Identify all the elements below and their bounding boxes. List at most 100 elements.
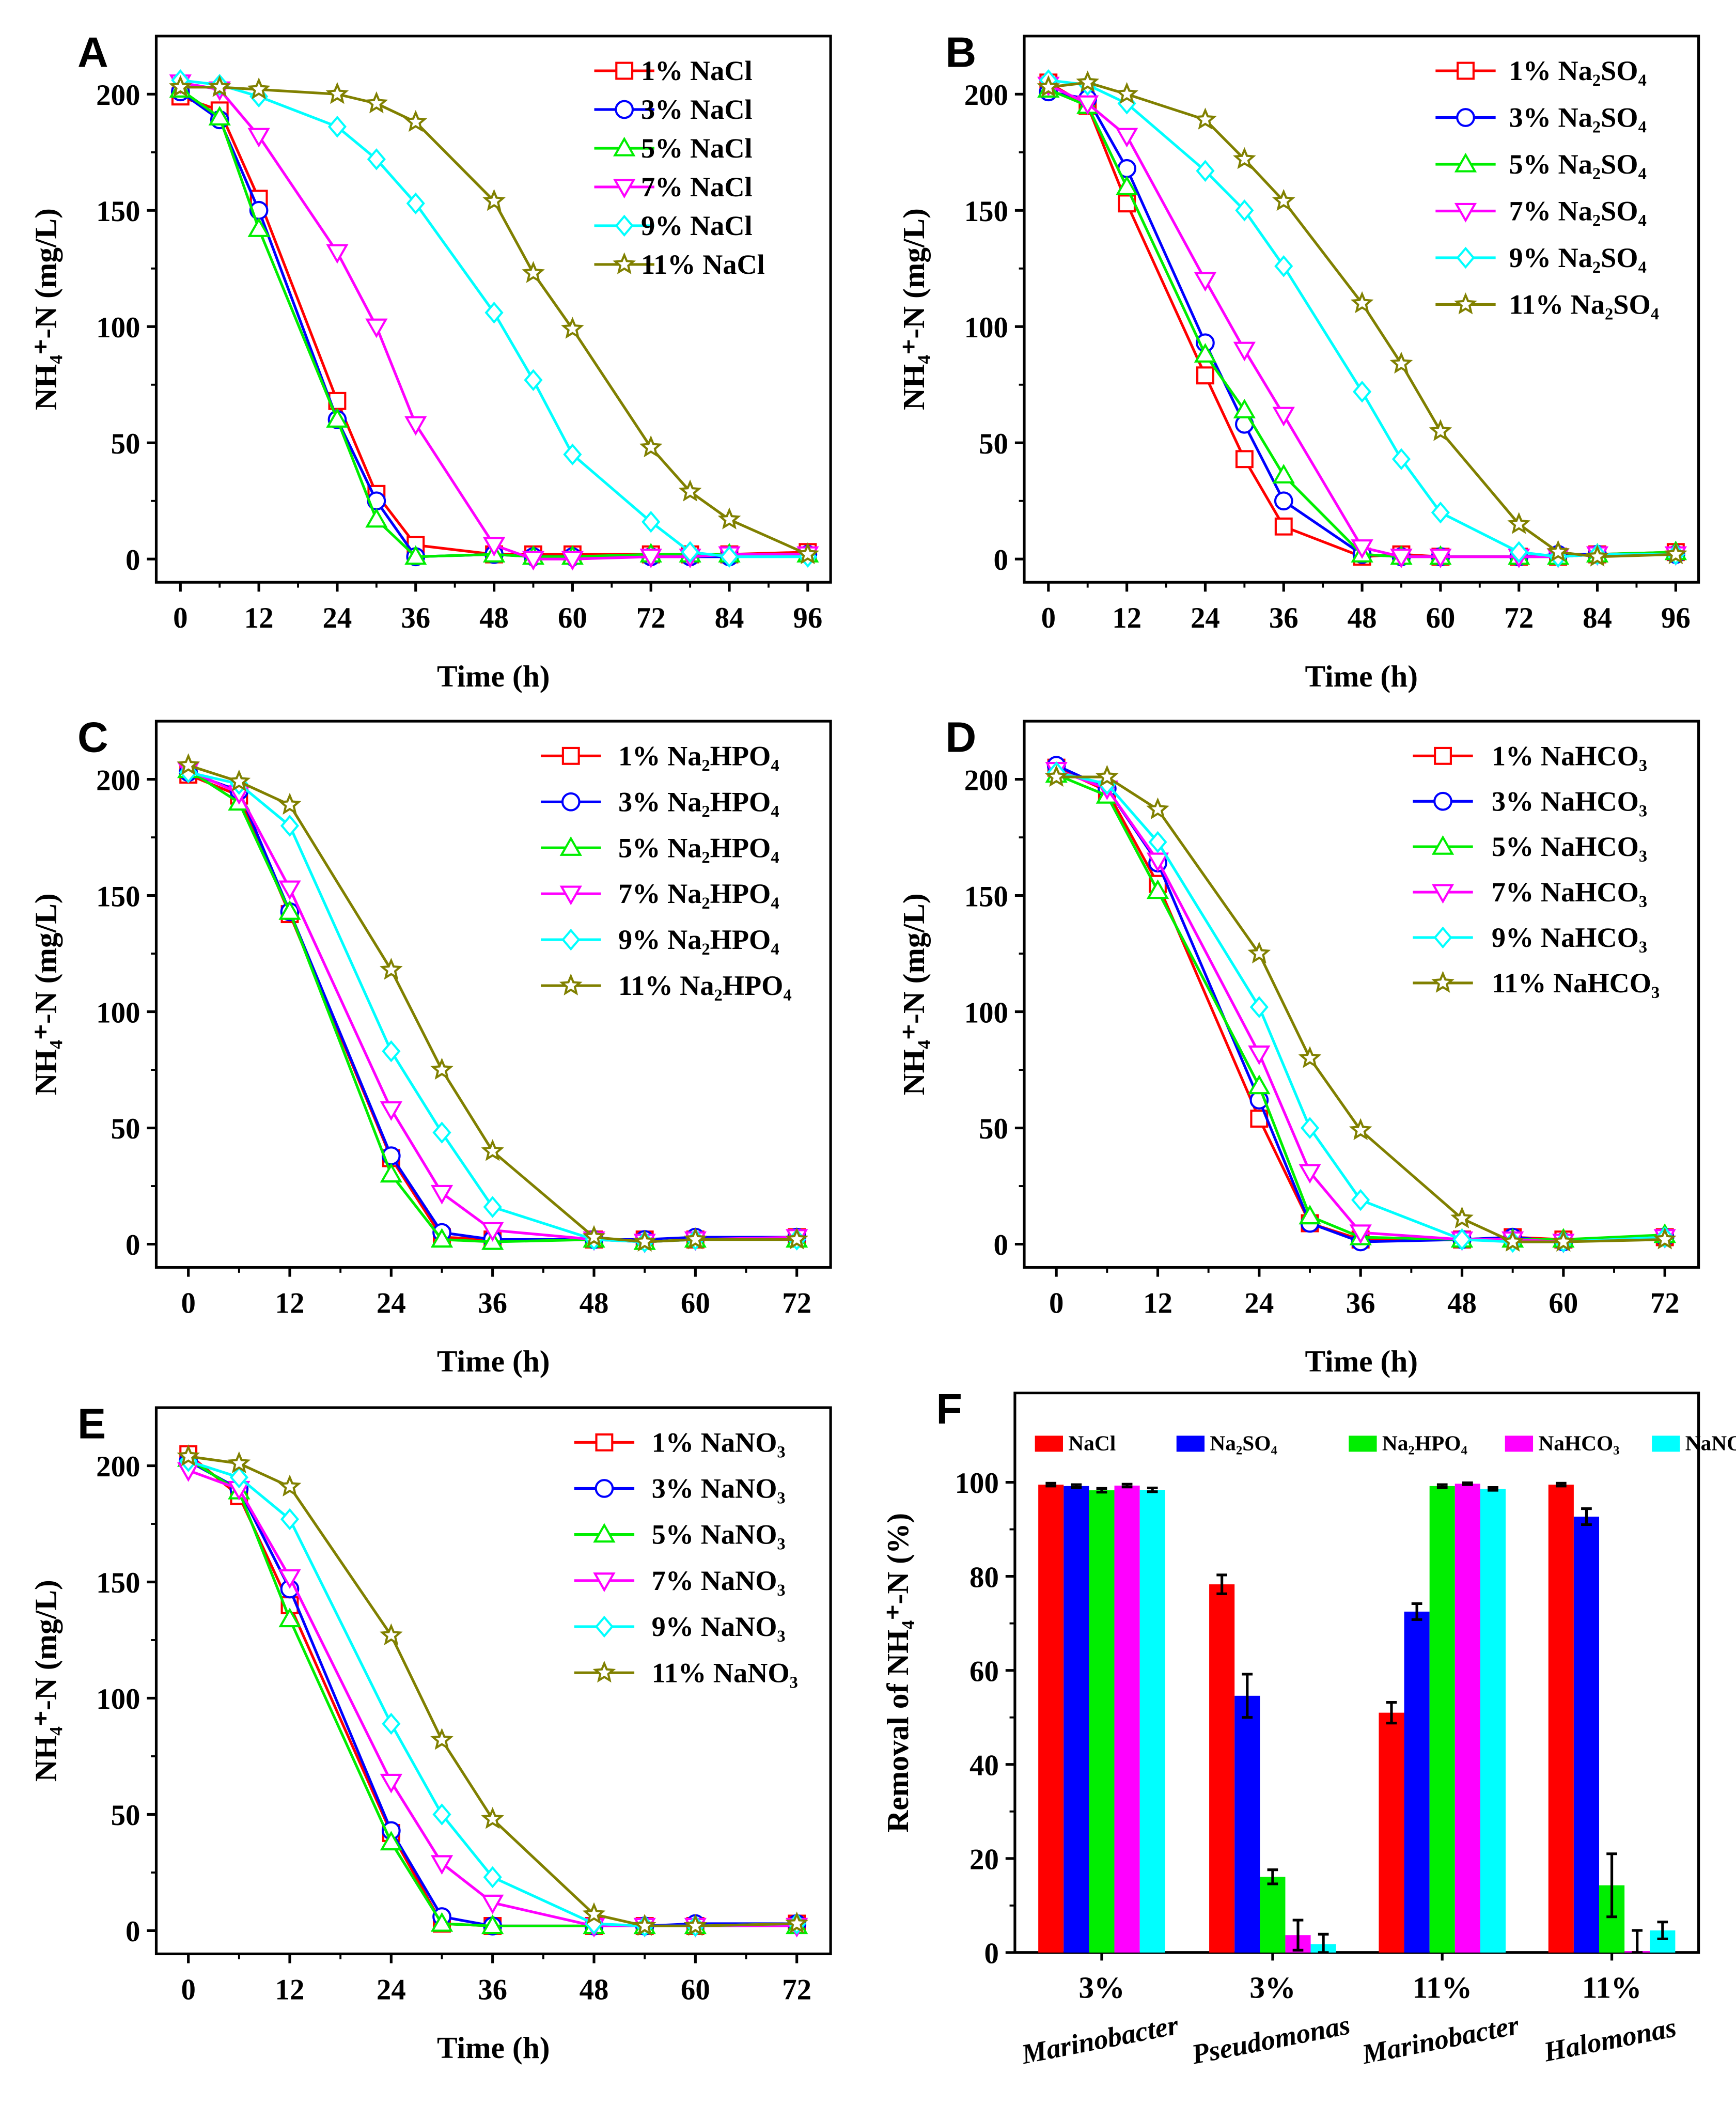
legend-label: 7% NaHCO₃ <box>1492 877 1647 908</box>
y-tick-label: 0 <box>126 544 140 576</box>
triangle-down-marker <box>522 551 545 571</box>
triangle-up-marker <box>1272 463 1295 484</box>
star-marker <box>1429 419 1452 441</box>
x-tick-label: 12 <box>244 602 274 634</box>
y-tick-label: 200 <box>964 764 1008 797</box>
legend-label: 9% NaCl <box>641 210 753 241</box>
legend-label: 5% NaHCO₃ <box>1492 831 1647 862</box>
triangle-down-marker <box>1390 549 1413 569</box>
y-tick-label: 80 <box>969 1561 999 1594</box>
diamond-marker <box>327 116 347 138</box>
star-marker <box>247 77 271 100</box>
category-percent-label: 3% <box>1078 1971 1124 2005</box>
x-axis-label: Time (h) <box>437 1344 550 1378</box>
panel-letter: E <box>77 1399 106 1447</box>
y-tick-label: 50 <box>111 1799 140 1832</box>
legend-label: 11% Na₂HPO₄ <box>618 970 792 1001</box>
legend-swatch <box>1349 1436 1377 1452</box>
diamond-marker <box>1452 1228 1472 1251</box>
star-marker <box>1194 107 1217 130</box>
y-axis-label: NH₄⁺-N (mg/L) <box>897 208 931 410</box>
error-bar <box>1386 1701 1397 1725</box>
star-marker <box>1076 70 1100 92</box>
star-marker <box>592 1660 616 1683</box>
x-tick-label: 24 <box>1244 1287 1274 1319</box>
legend-swatch <box>1176 1436 1205 1452</box>
star-marker <box>1664 542 1687 565</box>
diamond-marker <box>1300 1117 1320 1139</box>
series-6 <box>177 1444 808 1936</box>
error-bar <box>1121 1483 1133 1489</box>
x-tick-label: 24 <box>377 1973 406 2006</box>
y-axis-label: NH₄⁺-N (mg/L) <box>29 1580 63 1782</box>
legend-item: 5% Na₂SO₄ <box>1435 149 1647 180</box>
legend-label: 3% NaNO₃ <box>652 1473 786 1504</box>
triangle-up-marker <box>430 1228 453 1248</box>
y-tick-label: 100 <box>964 311 1008 344</box>
star-marker <box>481 1139 504 1161</box>
star-marker <box>1146 797 1169 820</box>
x-tick-label: 72 <box>1504 602 1534 634</box>
y-tick-label: 40 <box>969 1749 999 1782</box>
triangle-up-marker <box>404 545 427 565</box>
legend-label: 7% Na₂SO₄ <box>1509 196 1647 227</box>
star-marker <box>785 1227 808 1250</box>
star-marker <box>365 91 388 114</box>
y-tick-label: 200 <box>96 1451 140 1483</box>
bar <box>1429 1486 1455 1953</box>
triangle-down-marker <box>1146 852 1169 872</box>
star-marker <box>1507 512 1531 534</box>
bar <box>1455 1484 1480 1953</box>
error-bar <box>1555 1482 1567 1488</box>
triangle-up-marker <box>278 900 301 920</box>
triangle-down-marker <box>561 551 584 571</box>
legend-label: 5% Na₂HPO₄ <box>618 832 779 863</box>
y-tick-label: 150 <box>964 880 1008 913</box>
square-marker <box>561 746 580 765</box>
diamond-marker <box>1391 448 1411 471</box>
series-6 <box>1044 765 1677 1252</box>
legend-label: 1% NaNO₃ <box>652 1427 786 1458</box>
legend-item: 7% NaNO₃ <box>574 1565 786 1596</box>
x-tick-label: 0 <box>181 1973 195 2006</box>
square-marker <box>1235 450 1254 469</box>
triangle-up-marker <box>559 836 582 856</box>
y-tick-label: 100 <box>96 1683 140 1716</box>
diamond-marker <box>484 301 504 324</box>
category-percent-label: 11% <box>1582 1971 1642 2005</box>
diamond-marker <box>595 1615 614 1638</box>
legend-label: 9% Na₂SO₄ <box>1509 242 1647 273</box>
diamond-marker <box>1196 160 1215 182</box>
triangle-down-marker <box>1076 95 1099 115</box>
triangle-down-marker <box>481 1894 504 1914</box>
y-axis-label: NH₄⁺-N (mg/L) <box>29 893 63 1095</box>
legend-label: NaNO₃ <box>1685 1431 1736 1455</box>
triangle-down-marker <box>326 244 349 264</box>
triangle-up-marker <box>380 1163 402 1183</box>
panel-e: E 0 50 100 150 200 NH₄⁺-N (mg/L) 0 12 24 36 48 60 72 T… <box>29 1399 832 2065</box>
triangle-down-marker <box>1233 341 1256 362</box>
x-tick-label: 84 <box>1583 602 1612 634</box>
triangle-down-marker <box>278 880 301 900</box>
legend-item: 1% Na₂SO₄ <box>1435 55 1647 86</box>
error-bar <box>1462 1481 1473 1486</box>
y-tick-label: 100 <box>96 996 140 1029</box>
legend-label: NaHCO₃ <box>1538 1431 1619 1455</box>
triangle-up-marker <box>1299 1205 1321 1225</box>
error-bar <box>1045 1482 1057 1488</box>
y-tick-label: 150 <box>964 195 1008 228</box>
star-marker <box>561 317 584 339</box>
x-tick-label: 12 <box>275 1287 305 1319</box>
star-marker <box>1096 765 1119 787</box>
diamond-marker <box>1351 1189 1370 1211</box>
legend-item: 3% NaNO₃ <box>574 1473 786 1504</box>
square-marker <box>1457 61 1475 80</box>
bar <box>1573 1516 1600 1953</box>
star-marker <box>684 1227 707 1250</box>
triangle-up-marker <box>278 1608 301 1628</box>
legend-item: 7% Na₂SO₄ <box>1435 196 1647 227</box>
legend-item: 7% NaHCO₃ <box>1413 877 1647 908</box>
legend-item: 5% NaNO₃ <box>574 1519 786 1550</box>
y-tick-label: 150 <box>96 880 140 913</box>
legend-label: 1% NaHCO₃ <box>1492 740 1647 771</box>
